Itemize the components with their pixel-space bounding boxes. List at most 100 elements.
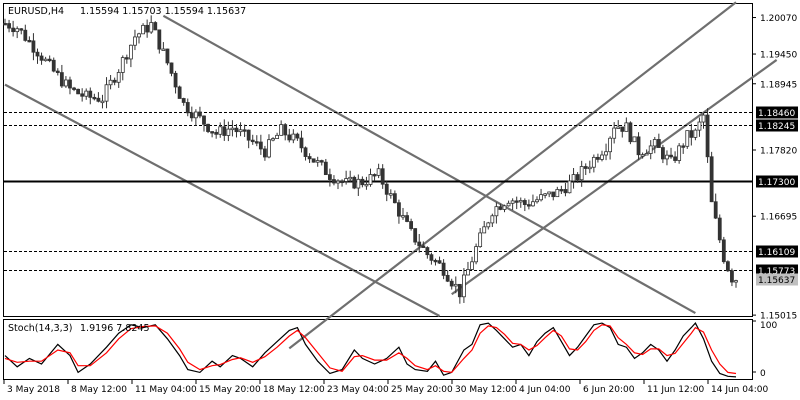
candle-body [59,72,64,87]
candle-body [43,58,48,62]
candle-body [405,215,409,222]
candle-body [157,29,162,50]
price-tick-2: 1.18945 [760,80,797,90]
stoch-pane-frame [3,319,753,380]
candle-body [76,88,80,95]
candle-body [445,274,450,282]
candle-body [429,254,434,261]
candle-body [563,189,568,194]
level-label-5: 1.15637 [758,276,795,286]
candle-body [648,145,653,154]
candle-body [531,201,535,207]
candle-body [80,93,85,97]
candle-body [149,22,154,33]
time-tick-4: 18 May 12:00 [263,385,325,395]
candle-body [498,206,503,210]
candle-body [567,180,572,194]
level-labels: 1.18460 1.18245 1.17300 1.16109 1.157731.156… [756,106,798,286]
candle-body [661,147,665,160]
candle-body [11,27,16,33]
candle-body [279,124,284,136]
candle-body [551,191,556,198]
candle-body [181,98,186,103]
candle-body [173,72,178,88]
candle-body [323,161,328,176]
price-tick-1: 1.19450 [760,51,797,61]
candle-body [23,29,28,41]
candle-body [526,204,531,207]
candle-body [421,245,426,248]
price-tick-3: 1.17820 [760,146,797,156]
candle-body [116,72,121,83]
stochastic-lines [4,322,737,378]
time-tick-10: 11 Jun 12:00 [647,385,704,395]
candle-body [587,166,592,170]
time-tick-2: 11 May 04:00 [135,385,197,395]
trend-line-2 [288,1,737,350]
trend-line-3 [451,59,778,296]
horizontal-levels [4,112,752,271]
candle-body [685,130,690,147]
candle-body [721,239,726,263]
candle-body [644,153,649,156]
candle-body [372,174,377,177]
candle-body [681,145,686,148]
candle-body [380,168,385,185]
candle-body [401,215,405,218]
candle-body [470,261,474,270]
candle-body [709,156,714,203]
candle-body [596,156,600,160]
candle-body [388,193,393,196]
candle-body [307,156,312,160]
candle-body [128,44,133,60]
candle-body [133,36,137,46]
candle-body [713,201,718,219]
candle-body [72,87,76,90]
candle-body [543,193,548,196]
candle-body [267,139,271,158]
candle-body [417,241,422,247]
candle-body [608,137,613,153]
time-tick-5: 23 May 04:00 [327,385,389,395]
candle-body [15,28,20,33]
candle-body [376,168,381,176]
time-tick-9: 6 Jun 20:00 [583,385,635,395]
candle-body [210,131,215,134]
candle-body [612,127,617,139]
candle-body [177,86,182,99]
candle-body [283,124,288,136]
candle-body [332,179,336,184]
candle-body [250,139,255,143]
candle-body [437,260,442,264]
candle-body [624,122,629,132]
candle-body [214,131,219,135]
price-tick-5: 1.15015 [760,312,797,322]
candle-body [96,97,101,102]
candle-body [55,70,60,73]
candle-body [441,262,446,276]
candle-body [701,114,706,123]
time-tick-0: 3 May 2018 [7,385,60,395]
candle-body [652,139,657,147]
candle-body [327,174,332,180]
candle-body [153,22,158,31]
candle-body [535,199,539,203]
candle-body [490,215,495,224]
candle-body [291,133,296,141]
candle-body [518,200,523,203]
candle-body [482,226,487,234]
candle-body [141,24,145,35]
price-tick-0: 1.20070 [760,14,797,24]
candle-body [600,154,604,160]
candle-body [344,178,349,182]
candle-body [665,154,669,160]
candle-body [19,28,24,31]
candle-body [449,280,454,287]
trend-lines [4,1,778,350]
candle-body [311,158,316,163]
level-label-box-3 [756,245,798,258]
time-tick-6: 25 May 20:00 [391,385,453,395]
candle-body [632,136,637,143]
candle-body [364,184,369,187]
